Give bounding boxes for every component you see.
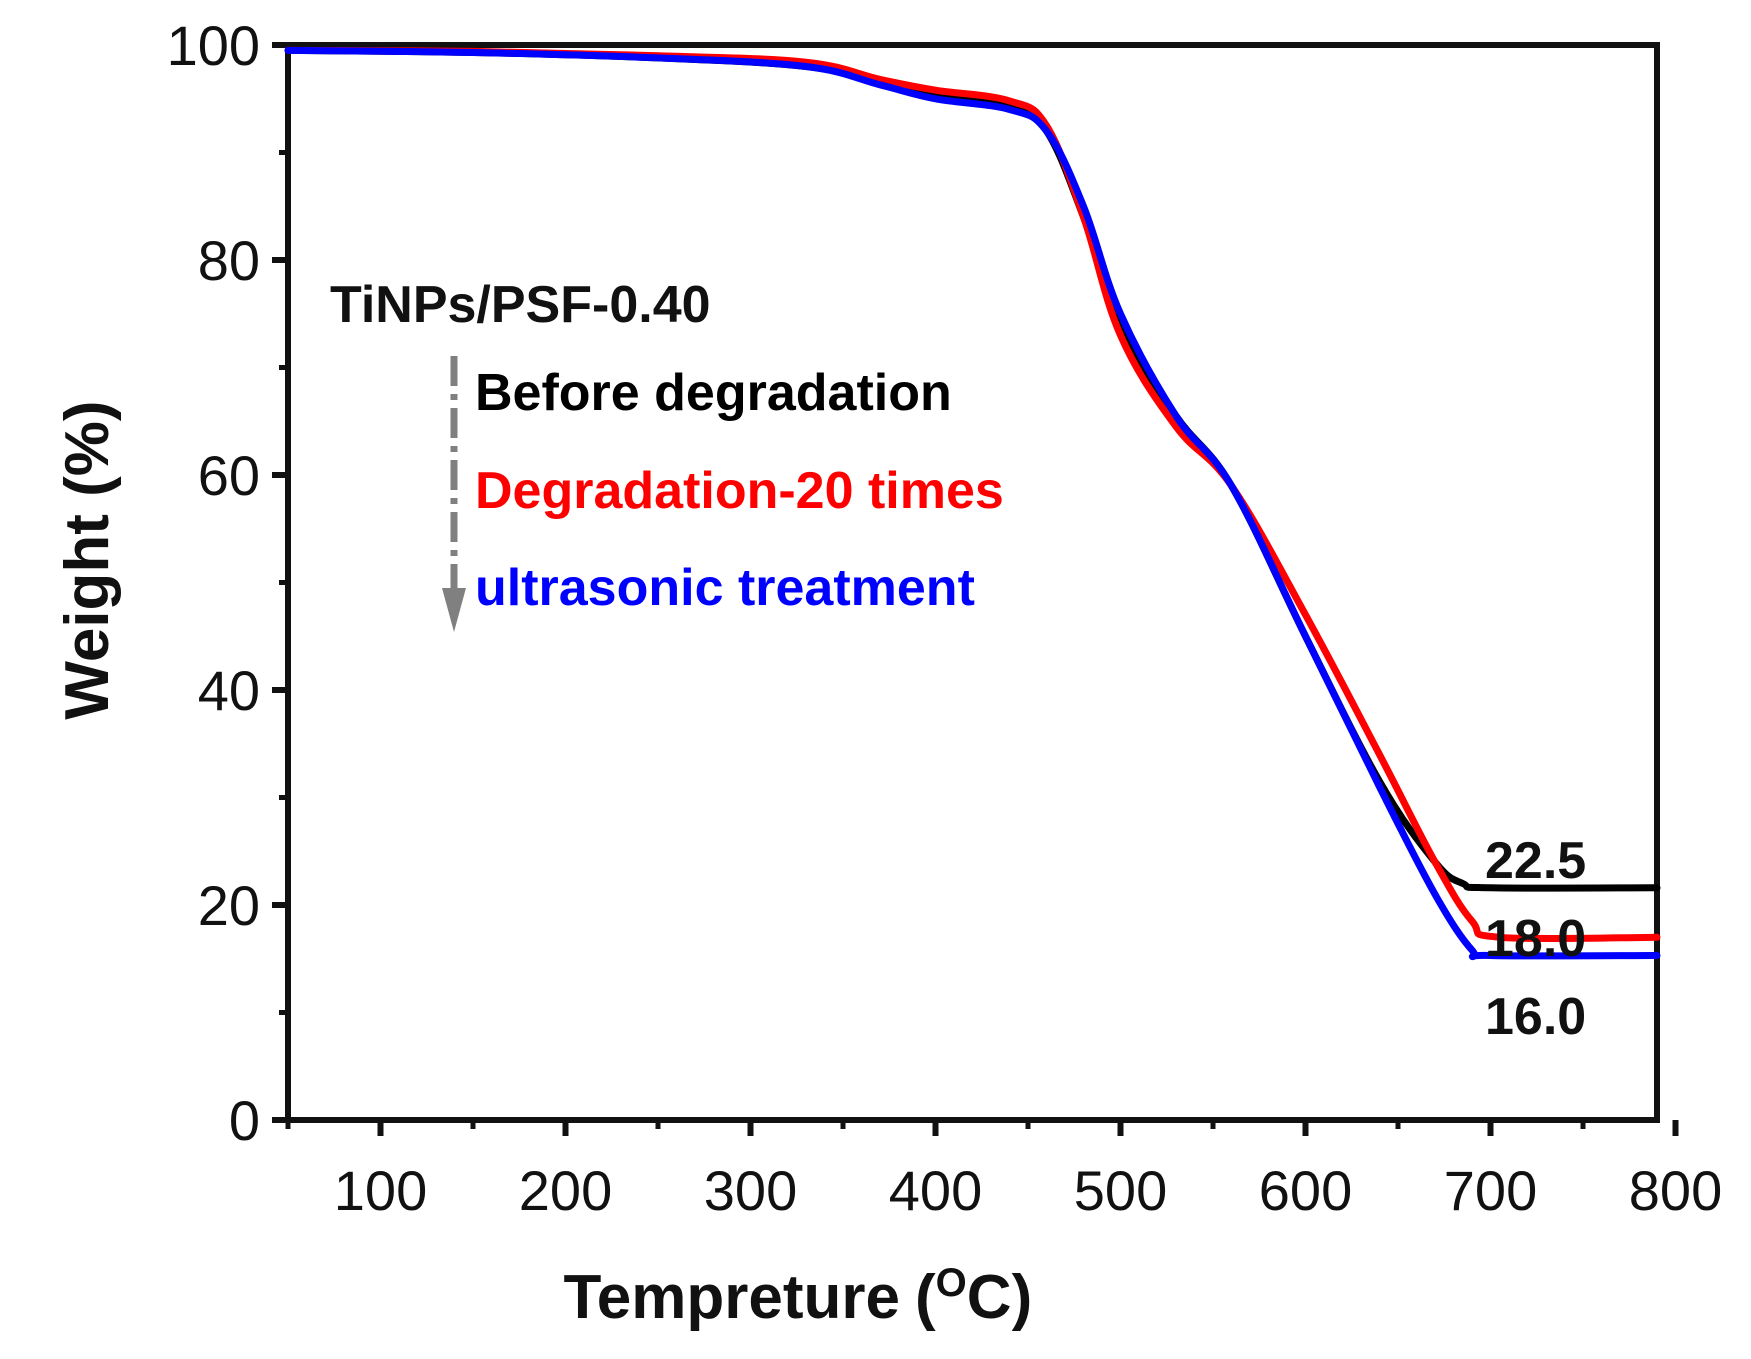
y-tick-label: 60	[198, 444, 260, 507]
legend-arrow-down-icon	[442, 588, 466, 632]
y-tick-label: 80	[198, 229, 260, 292]
y-tick-label: 20	[198, 874, 260, 937]
annotation-22-5: 22.5	[1485, 832, 1586, 890]
x-tick-label: 400	[889, 1159, 982, 1222]
legend-entry-before-degradation: Before degradation	[475, 364, 952, 422]
x-axis-ticks: 100 200 300 400 500 600 700 800	[285, 1120, 1722, 1222]
legend-title: TiNPs/PSF-0.40	[330, 276, 711, 334]
y-axis-ticks: 0 20 40 60 80 100	[167, 14, 288, 1152]
x-tick-label: 800	[1629, 1159, 1722, 1222]
annotation-16-0: 16.0	[1485, 988, 1586, 1046]
x-axis-unit-letter: C	[967, 1263, 1012, 1332]
legend-entry-degradation-20-times: Degradation-20 times	[475, 462, 1004, 520]
x-tick-label: 300	[704, 1159, 797, 1222]
x-tick-label: 700	[1444, 1159, 1537, 1222]
x-axis-unit-superscript: O	[936, 1261, 967, 1305]
y-tick-label: 40	[198, 659, 260, 722]
x-axis-unit-close-paren: )	[1012, 1263, 1033, 1332]
x-tick-label: 100	[334, 1159, 427, 1222]
x-axis-unit-open-paren: (	[915, 1263, 936, 1332]
y-tick-label: 0	[229, 1089, 260, 1152]
series-lines	[284, 46, 1661, 961]
legend-entry-ultrasonic-treatment: ultrasonic treatment	[475, 559, 975, 617]
x-axis-unit: (OC)	[915, 1261, 1032, 1332]
x-tick-label: 500	[1074, 1159, 1167, 1222]
y-axis-title: Weight (%)	[53, 400, 122, 719]
series-line-ultrasonic-treatment	[284, 46, 1661, 961]
x-axis-title: Tempreture	[564, 1263, 901, 1332]
x-tick-label: 200	[519, 1159, 612, 1222]
y-tick-label: 100	[167, 14, 260, 77]
x-tick-label: 600	[1259, 1159, 1352, 1222]
annotation-18-0: 18.0	[1485, 910, 1586, 968]
